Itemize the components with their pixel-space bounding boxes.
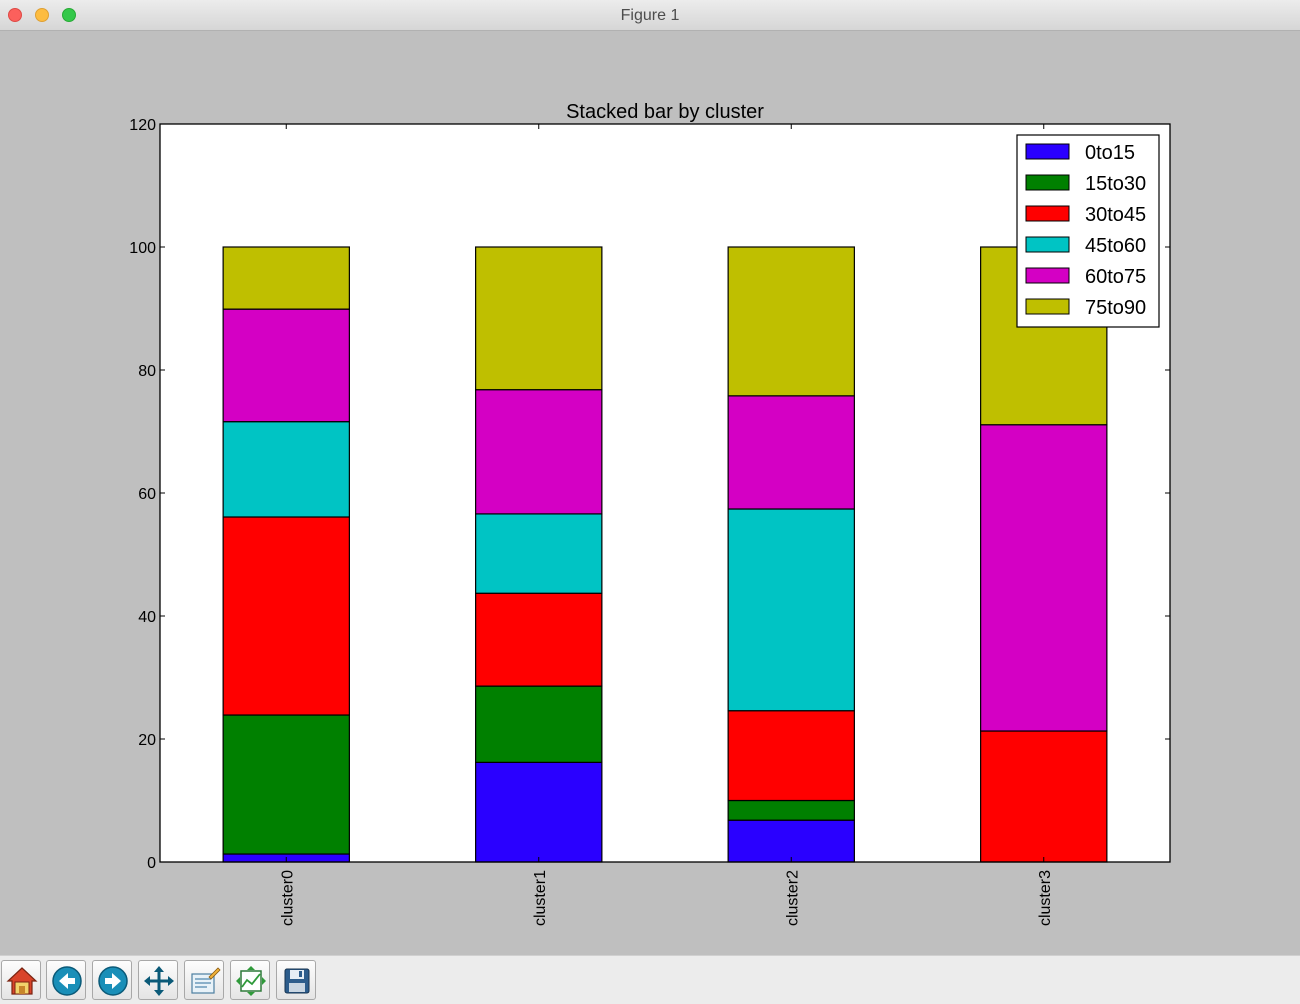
bar-cluster0-45to60 <box>222 421 350 518</box>
navigation-toolbar <box>0 955 1300 1004</box>
legend-label-0to15: 0to15 <box>1085 142 1135 164</box>
bar-cluster1-75to90 <box>475 246 603 391</box>
back-arrow-icon <box>52 966 82 996</box>
save-button[interactable] <box>276 960 316 1000</box>
bar-cluster2-30to45 <box>727 710 855 802</box>
y-tick-label: 100 <box>129 240 156 257</box>
bar-cluster1-0to15 <box>475 761 603 863</box>
bar-cluster0-60to75 <box>222 308 350 423</box>
pan-button[interactable] <box>138 960 178 1000</box>
bar-cluster1-60to75 <box>475 389 603 515</box>
bar-cluster2-75to90 <box>727 246 855 397</box>
x-tick-label: cluster1 <box>532 870 549 926</box>
bar-cluster1-45to60 <box>475 513 603 594</box>
bar-cluster0-15to30 <box>222 714 350 855</box>
bar-cluster3-30to45 <box>980 730 1108 863</box>
legend-swatch-15to30 <box>1025 174 1070 191</box>
subplots-icon <box>236 966 266 996</box>
bar-cluster0-30to45 <box>222 516 350 716</box>
bar-cluster2-0to15 <box>727 819 855 863</box>
legend-label-30to45: 30to45 <box>1085 204 1146 226</box>
home-icon <box>6 967 38 995</box>
pan-arrows-icon <box>144 966 174 996</box>
close-window-button[interactable] <box>8 8 22 22</box>
forward-button[interactable] <box>92 960 132 1000</box>
minimize-window-button[interactable] <box>35 8 49 22</box>
y-tick-label: 120 <box>129 117 156 134</box>
legend-box <box>1016 134 1160 328</box>
chart-title: Stacked bar by cluster <box>566 101 764 123</box>
legend-swatch-30to45 <box>1025 205 1070 222</box>
bar-cluster1-15to30 <box>475 685 603 763</box>
bar-cluster2-15to30 <box>727 799 855 821</box>
legend-swatch-75to90 <box>1025 298 1070 315</box>
legend: 0to15 15to30 30to45 45to60 60to75 75to90 <box>1016 134 1160 328</box>
window-title: Figure 1 <box>620 7 680 24</box>
bar-cluster3-60to75 <box>980 424 1108 732</box>
legend-swatch-0to15 <box>1025 143 1070 160</box>
zoom-window-button[interactable] <box>62 8 76 22</box>
bar-cluster1-30to45 <box>475 592 603 687</box>
x-tick-label: cluster2 <box>784 870 801 926</box>
legend-label-75to90: 75to90 <box>1085 297 1146 319</box>
y-tick-label: 80 <box>138 363 156 380</box>
zoom-rect-icon <box>191 967 221 994</box>
zoom-button[interactable] <box>184 960 224 1000</box>
forward-arrow-icon <box>98 966 128 996</box>
figure-canvas: cluster0 cluster1 cluster2 cluster3 0 20 40 60 8… <box>129 101 1171 926</box>
configure-subplots-button[interactable] <box>230 960 270 1000</box>
legend-swatch-45to60 <box>1025 236 1070 253</box>
legend-label-60to75: 60to75 <box>1085 266 1146 288</box>
x-tick-label: cluster0 <box>279 870 296 926</box>
bar-cluster2-45to60 <box>727 508 855 712</box>
save-disk-icon <box>284 968 310 994</box>
bar-cluster2-60to75 <box>727 395 855 510</box>
legend-swatch-60to75 <box>1025 267 1070 284</box>
legend-label-45to60: 45to60 <box>1085 235 1146 257</box>
y-tick-label: 20 <box>138 732 156 749</box>
window-titlebar: Figure 1 <box>0 0 1300 31</box>
y-tick-label: 60 <box>138 486 156 503</box>
back-button[interactable] <box>46 960 86 1000</box>
y-tick-label: 0 <box>147 855 156 872</box>
plot-frame <box>159 123 1171 863</box>
home-button[interactable] <box>1 960 41 1000</box>
x-tick-label: cluster3 <box>1037 870 1054 926</box>
y-tick-label: 40 <box>138 609 156 626</box>
legend-label-15to30: 15to30 <box>1085 173 1146 195</box>
bar-cluster0-75to90 <box>222 246 350 310</box>
